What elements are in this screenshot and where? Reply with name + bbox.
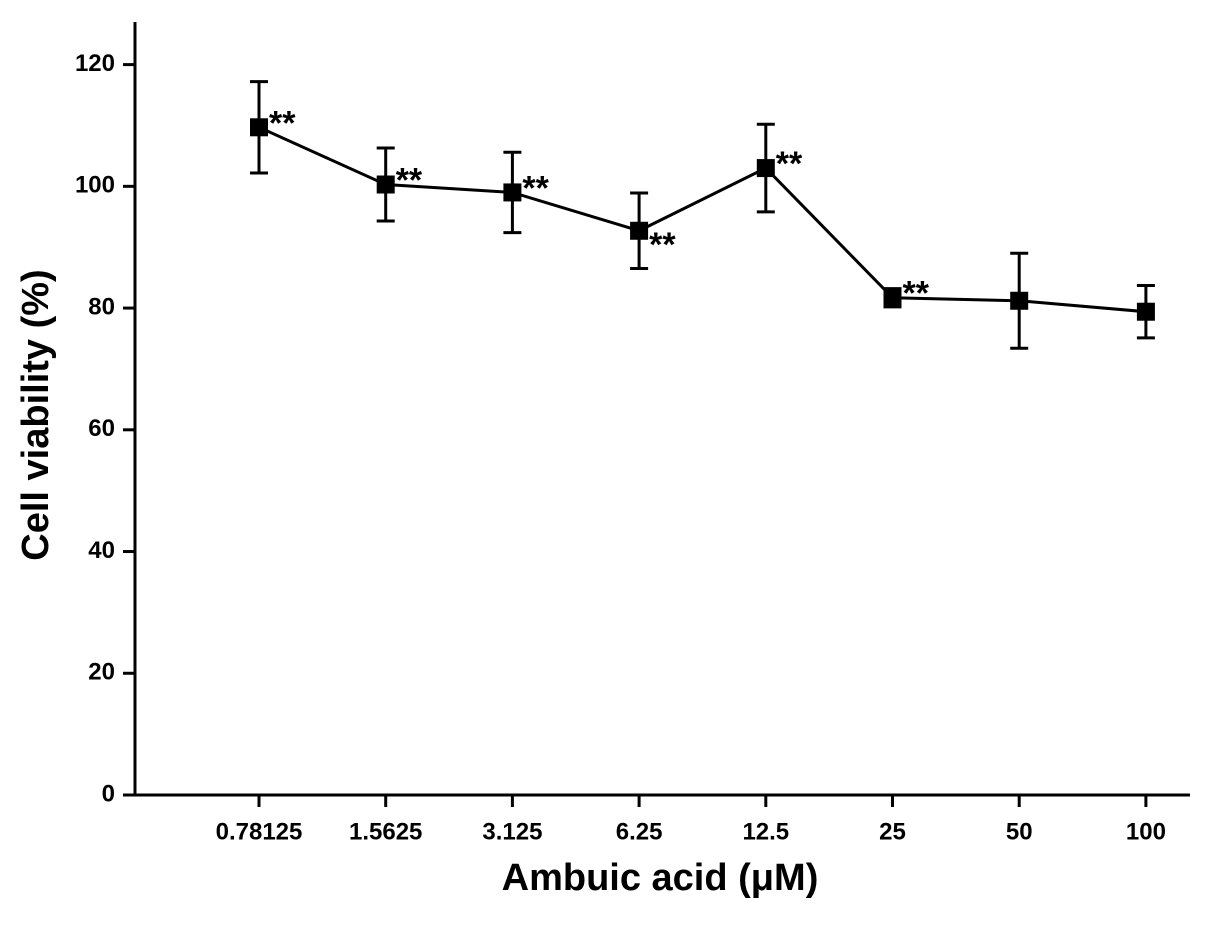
y-tick-label: 0 [102, 780, 115, 807]
y-axis-title: Cell viability (%) [15, 269, 57, 560]
marker [1010, 291, 1029, 310]
x-tick-label: 6.25 [616, 818, 663, 845]
annotation: ** [522, 169, 549, 207]
marker [250, 118, 268, 137]
annotation: ** [776, 145, 803, 183]
x-tick-label: 100 [1126, 818, 1166, 845]
y-tick-label: 80 [88, 293, 115, 320]
x-tick-label: 3.125 [482, 818, 542, 845]
marker [376, 175, 395, 194]
annotation: ** [903, 275, 930, 313]
annotation: ** [396, 161, 423, 199]
y-tick-label: 100 [75, 172, 115, 199]
marker [883, 288, 902, 307]
marker [503, 183, 522, 202]
x-tick-label: 1.5625 [349, 818, 422, 845]
marker [630, 221, 649, 240]
annotation: ** [649, 226, 676, 264]
x-tick-label: 50 [1006, 818, 1033, 845]
y-tick-label: 60 [88, 415, 115, 442]
y-tick-label: 120 [75, 50, 115, 77]
y-tick-label: 20 [88, 659, 115, 686]
x-tick-label: 12.5 [742, 818, 789, 845]
marker [1136, 302, 1155, 321]
marker [756, 159, 775, 178]
x-tick-label: 0.78125 [216, 818, 303, 845]
annotation: ** [269, 104, 296, 142]
x-axis-title: Ambuic acid (μM) [502, 857, 819, 899]
x-tick-label: 25 [879, 818, 906, 845]
data-line [258, 125, 1147, 314]
y-tick-label: 40 [88, 537, 115, 564]
